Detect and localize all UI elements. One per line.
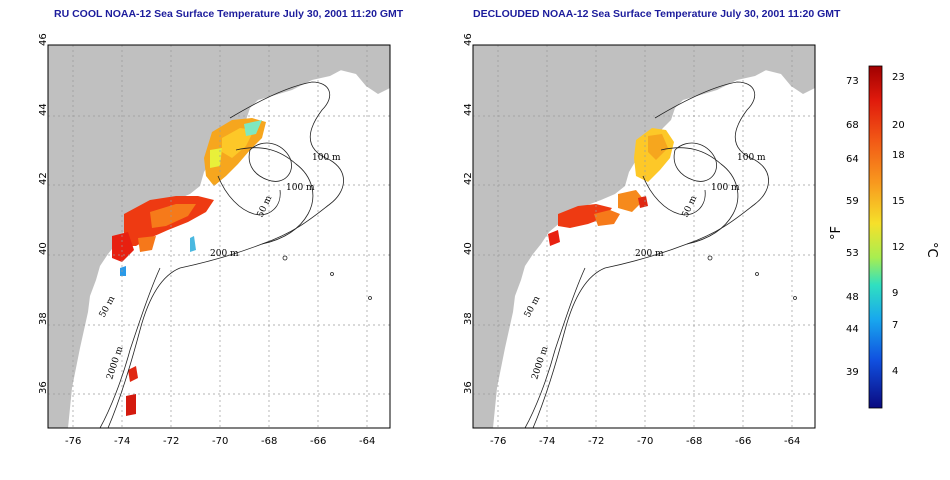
- lon-tick: -74: [114, 436, 130, 447]
- lon-tick: -70: [637, 436, 653, 447]
- f-tick: 64: [846, 154, 859, 165]
- lat-tick: 42: [38, 172, 49, 185]
- lon-tick: -72: [163, 436, 179, 447]
- f-tick: 53: [846, 248, 859, 259]
- grid-lines: [473, 45, 815, 428]
- contour-label: 200 m: [635, 249, 664, 259]
- lat-tick: 46: [38, 33, 49, 46]
- lon-tick: -64: [784, 436, 800, 447]
- lat-tick: 44: [463, 103, 474, 116]
- map-frame: [472, 44, 816, 429]
- lat-tick: 46: [463, 33, 474, 46]
- lat-tick: 40: [38, 242, 49, 255]
- lon-tick: -68: [261, 436, 277, 447]
- c-tick: 7: [892, 320, 898, 331]
- contour-label: 100 m: [286, 183, 315, 193]
- f-tick: 73: [846, 76, 859, 87]
- contour-label: 100 m: [711, 183, 740, 193]
- lat-tick: 36: [463, 381, 474, 394]
- colorbar-gradient: [868, 65, 883, 409]
- lon-tick: -66: [735, 436, 751, 447]
- contour-label: 100 m: [737, 153, 766, 163]
- lon-ticks: -76 -74 -72 -70 -68 -66 -64: [490, 436, 800, 447]
- sst-map-raw: 100 m 100 m 50 m 200 m 50 m 2000 m -76 -…: [0, 0, 470, 475]
- f-tick: 68: [846, 120, 859, 131]
- f-tick: 44: [846, 324, 859, 335]
- lat-tick: 40: [463, 242, 474, 255]
- c-tick: 23: [892, 72, 905, 83]
- c-tick: 9: [892, 288, 898, 299]
- lat-tick: 38: [38, 312, 49, 325]
- lon-ticks: -76 -74 -72 -70 -68 -66 -64: [65, 436, 375, 447]
- f-tick: 48: [846, 292, 859, 303]
- contour-label: 100 m: [312, 153, 341, 163]
- lat-tick: 36: [38, 381, 49, 394]
- lat-ticks: 36 38 40 42 44 46: [463, 33, 474, 394]
- lat-tick: 38: [463, 312, 474, 325]
- right-map-title: DECLOUDED NOAA-12 Sea Surface Temperatur…: [473, 8, 841, 20]
- bathymetry-contours: [99, 81, 372, 428]
- c-tick: 15: [892, 196, 905, 207]
- lon-tick: -64: [359, 436, 375, 447]
- sst-map-declouded: 100 m 100 m 50 m 200 m 50 m 2000 m -76 -…: [448, 0, 838, 475]
- map-frame: [47, 44, 391, 429]
- bathymetry-contours: [524, 81, 797, 428]
- contour-label: 200 m: [210, 249, 239, 259]
- lon-tick: -72: [588, 436, 604, 447]
- lon-tick: -74: [539, 436, 555, 447]
- celsius-ticks: 23 20 18 15 12 9 7 4: [892, 72, 905, 377]
- lon-tick: -70: [212, 436, 228, 447]
- c-tick: 4: [892, 366, 898, 377]
- f-tick: 59: [846, 196, 859, 207]
- land-mass: [48, 45, 362, 428]
- fahrenheit-ticks: 73 68 64 59 53 48 44 39: [846, 76, 859, 378]
- left-map-title: RU COOL NOAA-12 Sea Surface Temperature …: [54, 8, 404, 20]
- lat-tick: 44: [38, 103, 49, 116]
- lat-tick: 42: [463, 172, 474, 185]
- celsius-unit-label: °C: [924, 242, 939, 258]
- grid-lines: [48, 45, 390, 428]
- fahrenheit-unit-label: °F: [829, 226, 844, 240]
- lat-ticks: 36 38 40 42 44 46: [38, 33, 49, 394]
- lon-tick: -66: [310, 436, 326, 447]
- f-tick: 39: [846, 367, 859, 378]
- land-mass: [473, 45, 787, 428]
- c-tick: 20: [892, 120, 905, 131]
- temperature-colorbar: 73 68 64 59 53 48 44 39 23 20 18 15 12 9…: [820, 60, 950, 420]
- lon-tick: -76: [65, 436, 81, 447]
- c-tick: 18: [892, 150, 905, 161]
- c-tick: 12: [892, 242, 905, 253]
- lon-tick: -68: [686, 436, 702, 447]
- lon-tick: -76: [490, 436, 506, 447]
